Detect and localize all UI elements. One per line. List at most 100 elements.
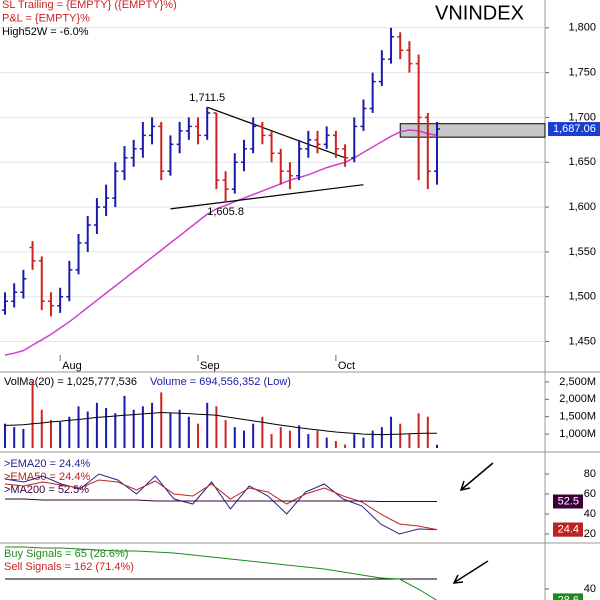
price-tag (548, 122, 600, 137)
volume-bar (261, 416, 264, 448)
y-tick-label: 1,000M (559, 428, 596, 440)
series-line (5, 498, 437, 502)
volume-bar (59, 421, 62, 448)
value-tag (553, 494, 583, 509)
volume-bar (417, 413, 420, 448)
volume-bar (123, 395, 126, 448)
volume-bar (105, 408, 108, 448)
annotation: 1,711.5 (189, 92, 225, 104)
series-line (5, 546, 438, 600)
volume-bar (22, 428, 25, 448)
legend-text: Volume = 694,556,352 (Low) (150, 376, 291, 388)
header-text: P&L = {EMPTY}% (2, 12, 90, 24)
y-tick-label: 40 (584, 583, 596, 595)
trendline (170, 184, 364, 210)
legend-text: >MA200 = 52.5% (4, 484, 89, 496)
volume-bar (316, 430, 319, 448)
legend-text: >EMA50 = 24.4% (4, 471, 90, 483)
value-tag (553, 522, 583, 537)
value-tag (553, 593, 583, 600)
volume-bar (233, 427, 236, 448)
volume-bar (197, 423, 200, 448)
arrow (452, 560, 489, 584)
y-tick-label: 1,500 (568, 291, 596, 303)
volume-bar (325, 437, 328, 448)
y-tick-label: 1,450 (568, 335, 596, 347)
volume-bar (307, 434, 310, 448)
y-tick-label: 20 (584, 528, 596, 540)
y-tick-label: 1,500M (559, 411, 596, 423)
trendline (207, 106, 346, 159)
y-tick-label: 40 (584, 508, 596, 520)
volume-bar (279, 427, 282, 448)
legend-text: Sell Signals = 162 (71.4%) (4, 561, 134, 573)
volume-bar (68, 416, 71, 448)
volume-bar (95, 402, 98, 448)
legend-text: VolMa(20) = 1,025,777,536 (4, 376, 137, 388)
header-text: SL Trailing = {EMPTY} ({EMPTY}%) (2, 0, 177, 11)
price-tag-label: 1,687.06 (553, 123, 596, 135)
volume-bar (169, 413, 172, 448)
moving-average (4, 129, 438, 356)
y-tick-label: 80 (584, 468, 596, 480)
volume-bar (86, 411, 89, 448)
volume-bar (187, 416, 190, 448)
volume-bar (390, 416, 393, 448)
volume-bar (224, 420, 227, 448)
volume-bar (13, 427, 16, 448)
volume-bar (436, 444, 438, 448)
annotation: 1,605.8 (207, 206, 244, 218)
volume-bar (362, 437, 365, 448)
volume-bar (242, 430, 245, 448)
value-tag-label: 52.5 (558, 495, 579, 507)
volume-bar (353, 434, 356, 448)
series-line (4, 479, 438, 531)
y-tick-label: 1,650 (568, 156, 596, 168)
chart-title: VNINDEX (435, 2, 524, 24)
value-tag-label: 24.4 (558, 524, 579, 536)
volume-bar (334, 441, 337, 448)
volume-bar (4, 423, 6, 448)
y-tick-label: 1,700 (568, 111, 596, 123)
volume-bar (252, 423, 255, 448)
volume-average (4, 411, 437, 436)
volume-bar (206, 402, 209, 448)
volume-bar (40, 409, 43, 448)
header-text: High52W = -6.0% (2, 26, 89, 38)
x-tick-label: Aug (62, 360, 82, 372)
y-tick-label: 2,000M (559, 393, 596, 405)
volume-bar (178, 409, 181, 448)
series-line (4, 473, 438, 535)
volume-bar (160, 392, 163, 448)
volume-bar (215, 406, 218, 448)
volume-bar (132, 409, 135, 448)
price-zone (399, 123, 546, 138)
x-tick-label: Sep (200, 360, 220, 372)
y-tick-label: 1,600 (568, 201, 596, 213)
volume-bar (270, 434, 273, 448)
volume-bar (298, 425, 301, 448)
volume-bar (426, 416, 429, 448)
x-tick-label: Oct (338, 360, 355, 372)
volume-bar (399, 423, 402, 448)
y-tick-label: 1,800 (568, 22, 596, 34)
volume-bar (114, 413, 117, 448)
value-tag-label: 28.6 (558, 594, 579, 600)
legend-text: >EMA20 = 24.4% (4, 458, 90, 470)
volume-bar (141, 406, 144, 448)
volume-bar (344, 444, 347, 448)
volume-bar (288, 430, 291, 448)
volume-bar (31, 381, 34, 448)
arrow (459, 462, 494, 492)
volume-bar (380, 427, 383, 448)
y-tick-label: 60 (584, 488, 596, 500)
y-tick-label: 1,550 (568, 246, 596, 258)
volume-bar (49, 420, 52, 448)
volume-bar (77, 406, 80, 448)
y-tick-label: 1,750 (568, 67, 596, 79)
y-tick-label: 2,500M (559, 376, 596, 388)
legend-text: Buy Signals = 65 (28.6%) (4, 548, 128, 560)
volume-bar (408, 434, 411, 448)
